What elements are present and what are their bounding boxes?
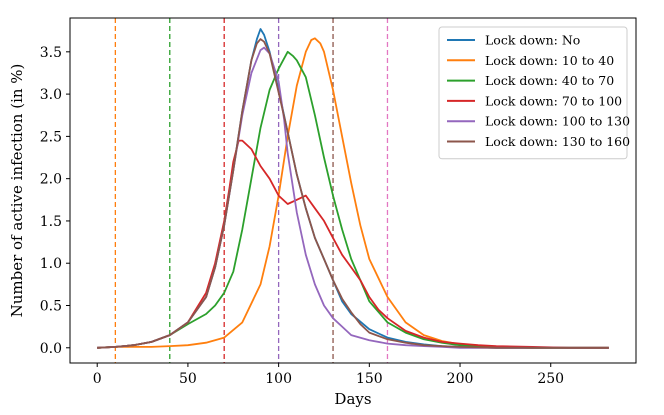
x-tick-label: 200 bbox=[447, 371, 474, 387]
y-tick-label: 3.5 bbox=[40, 45, 62, 61]
series-line-3 bbox=[97, 50, 609, 349]
y-tick-label: 3.0 bbox=[40, 87, 62, 103]
y-tick-label: 0.0 bbox=[40, 341, 62, 357]
legend-label: Lock down: 130 to 160 bbox=[485, 134, 630, 149]
plot-frame bbox=[69, 17, 637, 364]
legend-box bbox=[438, 26, 628, 160]
x-tick-label: 50 bbox=[179, 371, 197, 387]
y-axis-label: Number of active infection (in %) bbox=[8, 64, 26, 318]
x-axis-label: Days bbox=[334, 390, 371, 408]
series-line-6 bbox=[97, 38, 609, 349]
ticks-layer: 0 50 100 150 200 250 0.0 0.5 1.0 1.5 2.0 2.5 3.0 3.5 bbox=[40, 45, 564, 387]
x-tick-label: 250 bbox=[537, 371, 564, 387]
series-line-4 bbox=[97, 139, 609, 349]
y-tick-label: 2.5 bbox=[40, 129, 62, 145]
x-tick-label: 100 bbox=[265, 371, 292, 387]
legend-label: Lock down: 70 to 100 bbox=[485, 93, 622, 108]
x-tick-label: 150 bbox=[356, 371, 383, 387]
y-tick-label: 1.0 bbox=[40, 256, 62, 272]
plot-layer bbox=[97, 18, 609, 363]
legend-label: Lock down: 40 to 70 bbox=[485, 73, 614, 88]
legend-label: Lock down: 100 to 130 bbox=[485, 114, 630, 129]
x-tick-label: 0 bbox=[93, 371, 102, 387]
series-line-2 bbox=[97, 37, 609, 349]
legend-label: Lock down: 10 to 40 bbox=[485, 53, 614, 68]
legend-label: Lock down: No bbox=[485, 33, 580, 48]
y-tick-label: 0.5 bbox=[40, 299, 62, 315]
y-tick-label: 2.0 bbox=[40, 172, 62, 188]
y-tick-label: 1.5 bbox=[40, 214, 62, 230]
legend: Lock down: No Lock down: 10 to 40 Lock dow… bbox=[438, 26, 630, 160]
